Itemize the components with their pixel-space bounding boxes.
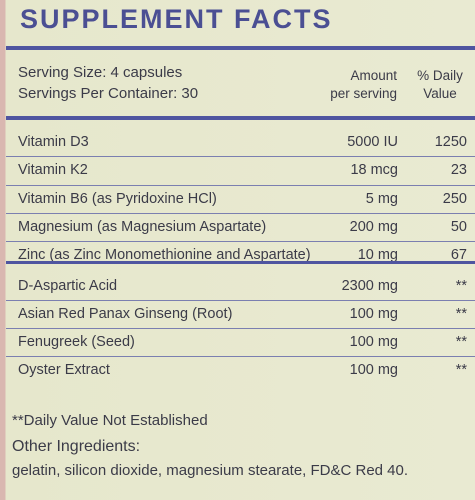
footnote: **Daily Value Not Established [12,412,208,429]
dv-heading: % Daily Value [410,67,470,103]
other-ingredients: gelatin, silicon dioxide, magnesium stea… [12,462,409,479]
title: SUPPLEMENT FACTS [20,4,333,34]
row-divider [6,184,475,186]
nutrient-name: Fenugreek (Seed) [18,334,135,351]
rule [6,116,475,120]
amount: 5000 IU [347,134,398,150]
nutrient-name: D-Aspartic Acid [18,277,118,294]
daily-value: 67 [450,247,467,264]
amount-heading: Amount per serving [330,67,397,103]
other-ingredients-heading: Other Ingredients: [12,438,141,455]
daily-value: ** [455,362,467,379]
amount: 100 mg [349,334,398,351]
nutrient-name: Asian Red Panax Ginseng (Root) [18,305,233,322]
heading-line: % Daily [417,68,463,83]
nutrient-name: Magnesium (as Magnesium Aspartate) [18,218,267,235]
row-divider [6,212,475,214]
rule [6,260,475,264]
daily-value: ** [455,305,467,322]
heading-line: Amount [350,68,397,83]
amount: 2300 mg [341,277,398,294]
row-divider [6,356,475,358]
heading-line: Value [423,86,457,101]
row-divider [6,299,475,301]
daily-value: ** [455,277,467,294]
row-divider [6,328,475,330]
nutrient-name: Zinc (as Zinc Monomethionine and Asparta… [18,247,311,264]
nutrient-name: Oyster Extract [18,362,110,379]
heading-line: per serving [330,86,397,101]
nutrient-name: Vitamin K2 [18,162,88,179]
nutrient-name: Vitamin B6 (as Pyridoxine HCl) [18,190,217,207]
row-divider [6,241,475,243]
rule [6,46,475,50]
serving-size: Serving Size: 4 capsules [18,64,183,81]
amount: 100 mg [349,362,398,379]
amount: 18 mcg [350,162,398,179]
daily-value: 1250 [434,134,467,150]
amount: 10 mg [357,247,398,264]
row-divider [6,156,475,158]
servings-per-container: Servings Per Container: 30 [18,85,199,102]
daily-value: 250 [442,190,467,207]
daily-value: 50 [450,218,467,235]
amount: 100 mg [349,305,398,322]
daily-value: 23 [450,162,467,179]
daily-value: ** [455,334,467,351]
amount: 200 mg [349,218,398,235]
amount: 5 mg [365,190,398,207]
nutrient-name: Vitamin D3 [18,134,89,150]
